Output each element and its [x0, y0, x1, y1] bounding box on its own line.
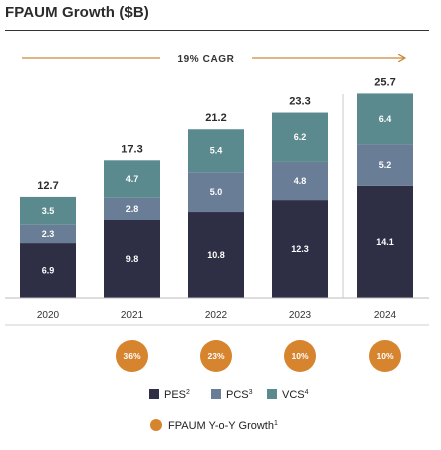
- bar-label-pes-2022: 10.8: [207, 250, 225, 260]
- chart-title: FPAUM Growth ($B): [5, 4, 149, 21]
- bar-label-pcs-2024: 5.2: [379, 160, 392, 170]
- bars-group: 6.9 2.3 3.5 12.7 9.8 2.8 4.7 17.3 10.8 5.0 5.4 21.2…: [20, 76, 413, 298]
- bar-vcs-2021: [104, 160, 160, 198]
- bar-label-pes-2020: 6.9: [42, 266, 55, 276]
- legend-footnote-pcs: 3: [249, 389, 253, 396]
- yoy-bubble-2021: [116, 340, 148, 372]
- legend-label-yoy: FPAUM Y-o-Y Growth1: [168, 420, 278, 432]
- legend-label-pcs: PCS3: [226, 389, 253, 401]
- year-label-2022: 2022: [205, 310, 228, 321]
- bar-label-vcs-2023: 6.2: [294, 132, 307, 142]
- bar-pcs-2024: [357, 144, 413, 186]
- cagr-indicator: 19% CAGR: [22, 54, 404, 65]
- bar-vcs-2024: [357, 93, 413, 145]
- legend-footnote-yoy: 1: [274, 420, 278, 427]
- bar-label-pes-2021: 9.8: [126, 254, 139, 264]
- bar-pcs-2023: [272, 161, 328, 201]
- bar-label-vcs-2021: 4.7: [126, 174, 139, 184]
- year-label-2020: 2020: [37, 310, 60, 321]
- yoy-label-2023: 10%: [291, 351, 308, 361]
- year-label-2021: 2021: [121, 310, 144, 321]
- yoy-bubble-2022: [200, 340, 232, 372]
- bar-label-vcs-2020: 3.5: [42, 206, 55, 216]
- legend-footnote-vcs: 4: [305, 389, 309, 396]
- legend-text-vcs: VCS: [282, 389, 305, 401]
- legend-swatch-pcs: [211, 389, 221, 399]
- bar-pes-2023: [272, 200, 328, 298]
- bar-vcs-2023: [272, 112, 328, 162]
- bar-vcs-2022: [188, 129, 244, 173]
- bar-label-pes-2024: 14.1: [376, 237, 394, 247]
- legend-footnote-pes: 2: [186, 389, 190, 396]
- bar-pcs-2022: [188, 172, 244, 213]
- yoy-label-2024: 10%: [376, 351, 393, 361]
- bar-label-pcs-2022: 5.0: [210, 187, 223, 197]
- bar-pes-2021: [104, 219, 160, 298]
- bar-vcs-2020: [20, 196, 76, 225]
- legend-swatch-yoy: [150, 419, 162, 431]
- yoy-bubble-2023: [284, 340, 316, 372]
- legend-text-pcs: PCS: [226, 389, 249, 401]
- bar-label-vcs-2022: 5.4: [210, 146, 223, 156]
- total-label-2020: 12.7: [37, 180, 58, 192]
- bar-label-vcs-2024: 6.4: [379, 114, 392, 124]
- bar-label-pcs-2021: 2.8: [126, 204, 139, 214]
- year-label-2024: 2024: [374, 310, 397, 321]
- bar-pcs-2021: [104, 197, 160, 220]
- bar-label-pcs-2020: 2.3: [42, 229, 55, 239]
- yoy-label-2021: 36%: [123, 351, 140, 361]
- total-label-2021: 17.3: [121, 143, 142, 155]
- legend-swatch-vcs: [267, 389, 277, 399]
- bar-label-pcs-2023: 4.8: [294, 176, 307, 186]
- yoy-growth-bubbles: 36% 23% 10% 10%: [116, 340, 401, 372]
- bar-pes-2022: [188, 212, 244, 298]
- total-label-2022: 21.2: [205, 112, 226, 124]
- legend-label-pes: PES2: [164, 389, 190, 401]
- year-labels: 2020 2021 2022 2023 2024: [37, 310, 397, 321]
- cagr-label: 19% CAGR: [177, 54, 234, 65]
- bar-pcs-2020: [20, 224, 76, 244]
- yoy-label-2022: 23%: [207, 351, 224, 361]
- bar-pes-2020: [20, 243, 76, 298]
- title-divider: [5, 30, 429, 31]
- year-label-2023: 2023: [289, 310, 312, 321]
- total-label-2023: 23.3: [289, 96, 310, 108]
- bar-pes-2024: [357, 185, 413, 298]
- legend-swatch-pes: [149, 389, 159, 399]
- total-label-2024: 25.7: [374, 76, 395, 88]
- yoy-bubble-2024: [369, 340, 401, 372]
- legend: PES2 PCS3 VCS4 FPAUM Y-o-Y Growth1: [149, 389, 309, 432]
- legend-text-pes: PES: [164, 389, 186, 401]
- legend-text-yoy: FPAUM Y-o-Y Growth: [168, 420, 274, 432]
- bar-label-pes-2023: 12.3: [291, 244, 309, 254]
- legend-label-vcs: VCS4: [282, 389, 309, 401]
